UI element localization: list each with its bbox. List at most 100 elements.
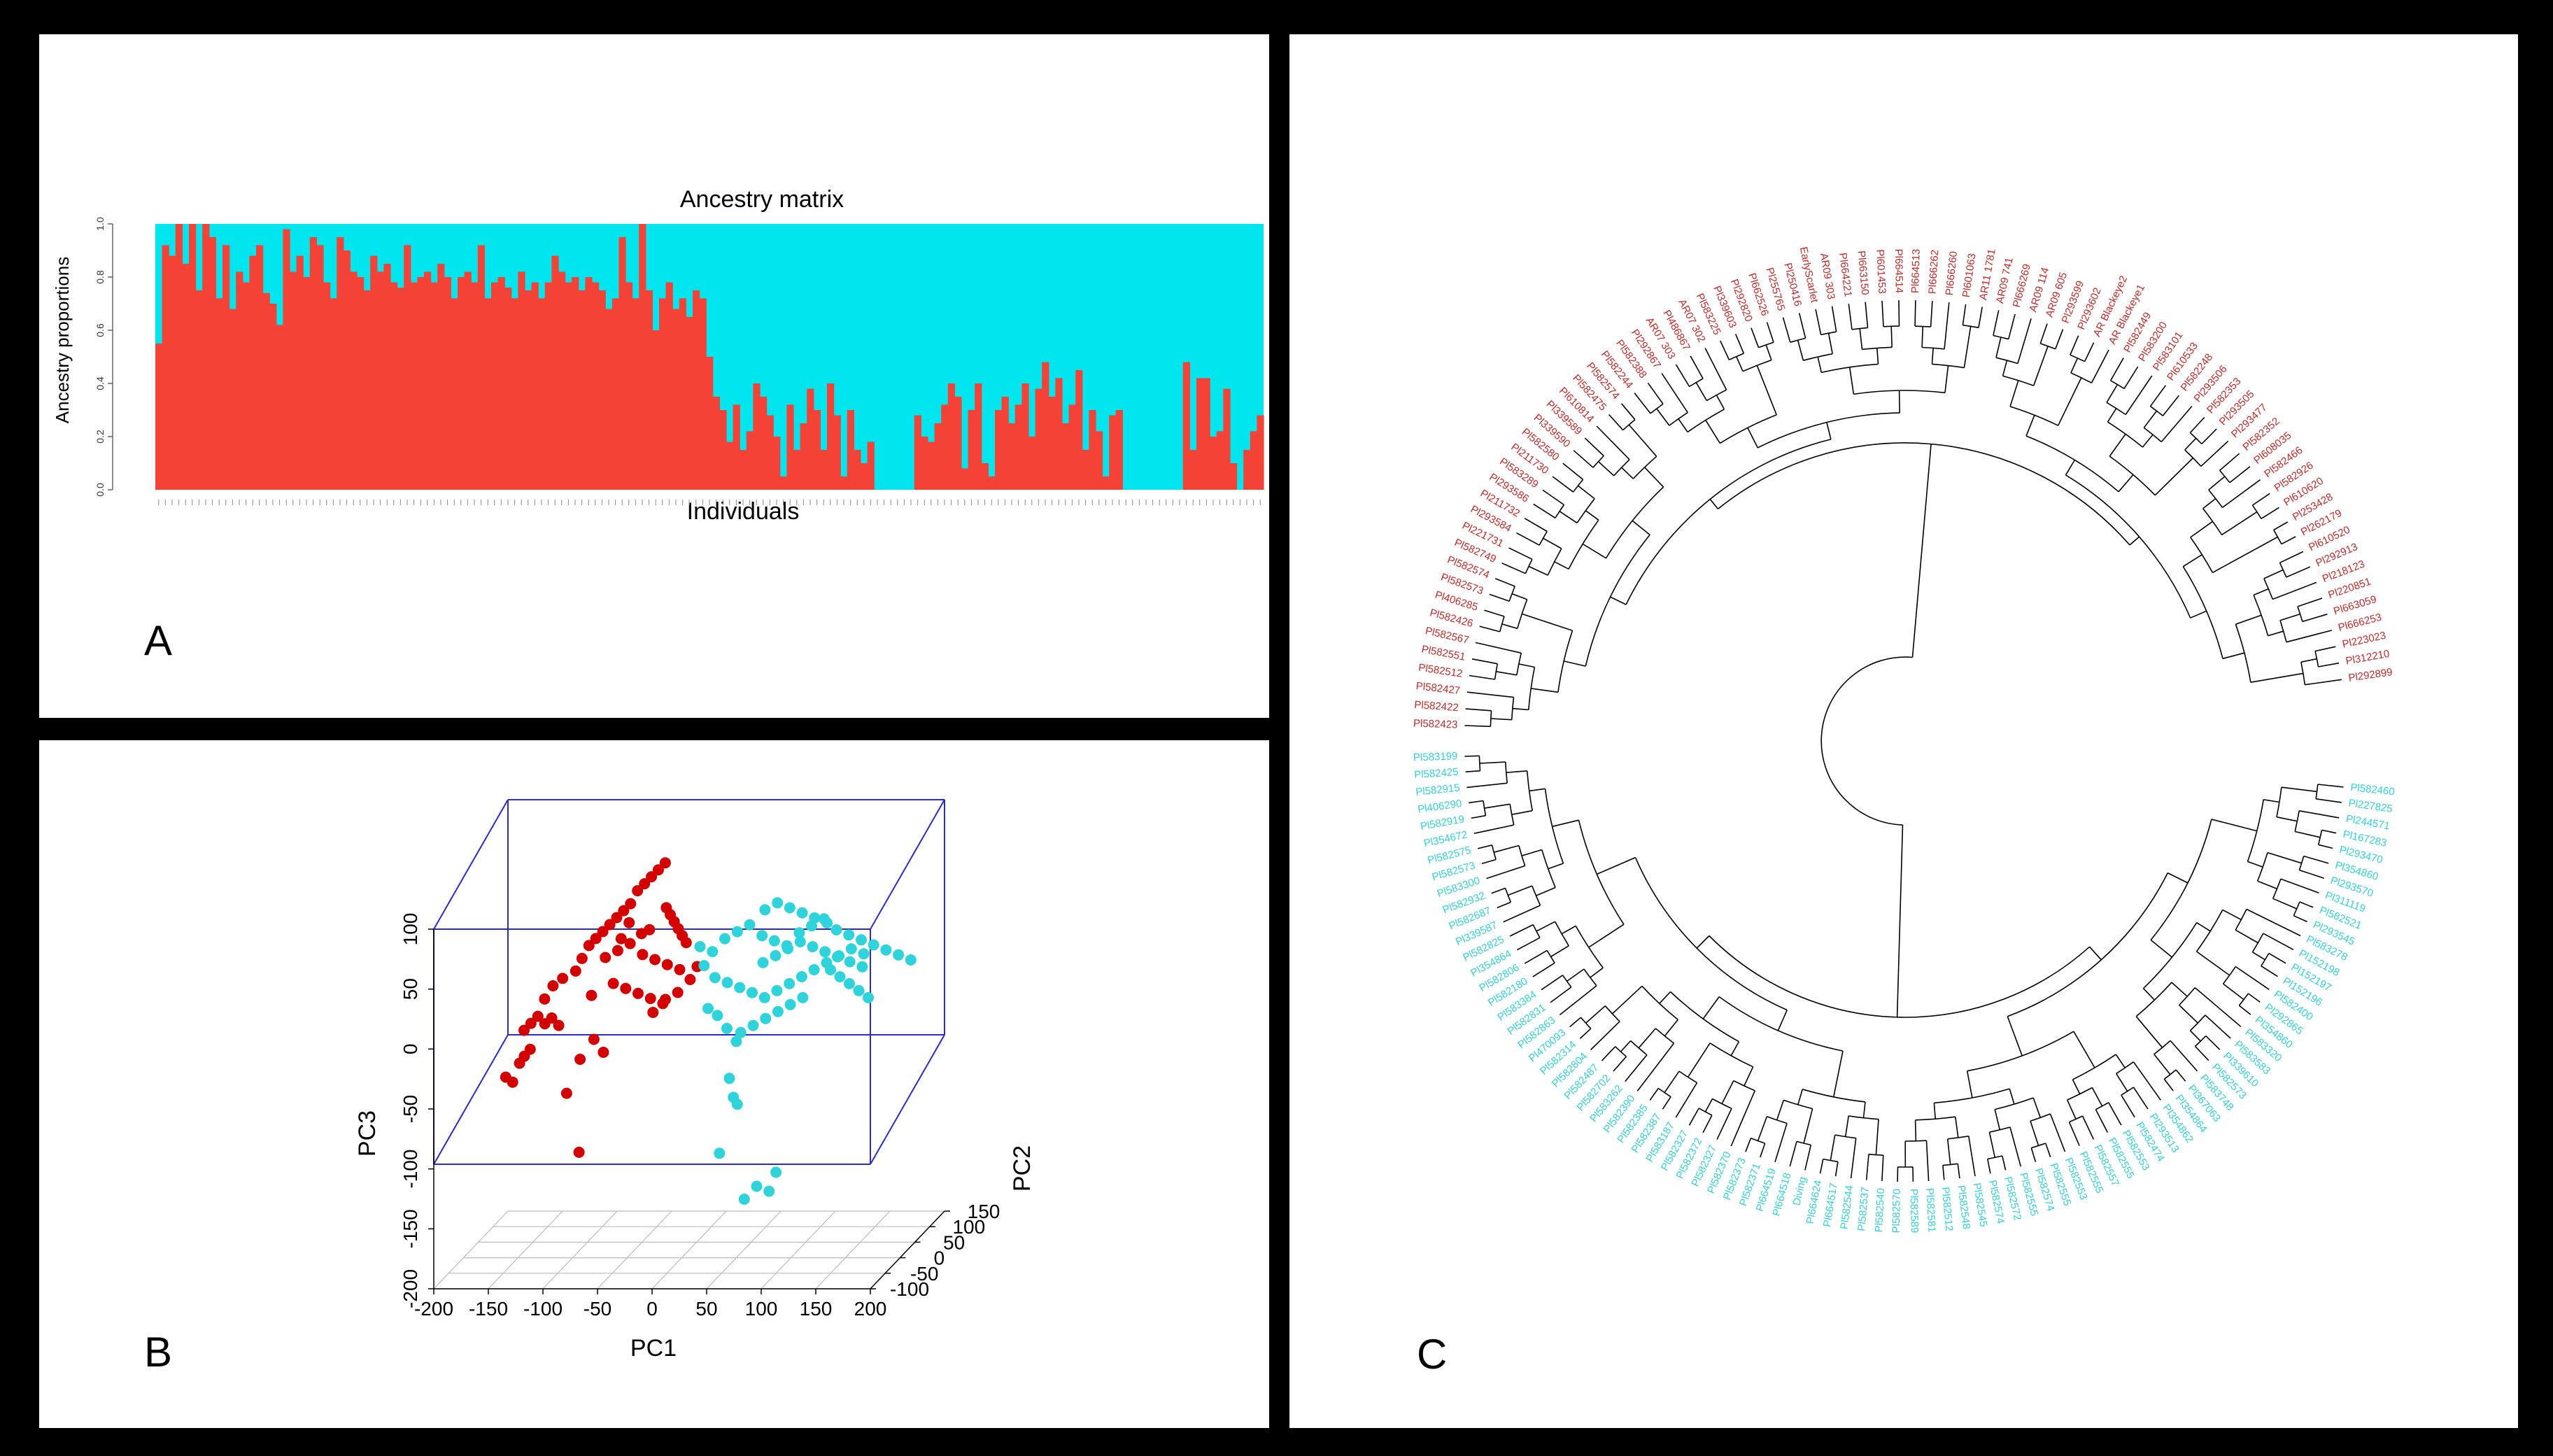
panel-label-c: C xyxy=(1417,1331,1448,1378)
branch xyxy=(2279,551,2304,564)
branch xyxy=(1798,313,1806,339)
bar-red xyxy=(229,309,236,490)
y-axis: 0.0 0.2 0.4 0.6 0.8 1.0 xyxy=(94,217,113,497)
bar-red xyxy=(975,383,982,490)
point-cyan xyxy=(763,1185,775,1197)
branch xyxy=(1503,905,1541,923)
point-cyan xyxy=(738,1194,750,1205)
bar-red xyxy=(1035,388,1042,490)
branch xyxy=(1955,1117,1959,1138)
bar-red xyxy=(242,282,250,490)
point-cyan xyxy=(844,977,855,989)
branch xyxy=(1833,1050,1844,1097)
branch xyxy=(1688,1108,1699,1126)
branch xyxy=(2195,1045,2209,1061)
bar-red xyxy=(706,357,714,490)
branch xyxy=(2032,346,2049,386)
bar-red xyxy=(672,309,680,490)
branch xyxy=(1501,623,1518,630)
leaf-label: Pl582548 xyxy=(1955,1185,1972,1230)
branch xyxy=(2252,493,2270,506)
branch xyxy=(1610,596,1627,605)
branch xyxy=(1529,788,1546,792)
branch-arc xyxy=(2235,909,2247,931)
branch xyxy=(1495,578,1515,587)
bar-red xyxy=(376,271,384,490)
bar-red xyxy=(518,271,525,490)
branch xyxy=(1730,1041,1740,1056)
branch xyxy=(2009,1126,2021,1167)
point-cyan xyxy=(731,926,743,938)
branch xyxy=(2002,360,2008,376)
point-red xyxy=(632,987,644,999)
bar-red xyxy=(175,224,183,490)
bar-red xyxy=(1008,423,1016,490)
branch xyxy=(1721,1080,1734,1104)
branch-arc xyxy=(1632,455,1657,479)
branch xyxy=(2030,1121,2039,1146)
branch xyxy=(1484,609,1505,617)
branch xyxy=(2170,1040,2198,1072)
branch xyxy=(1518,663,1535,668)
branch xyxy=(2293,915,2307,923)
branch xyxy=(1508,885,1533,896)
branch xyxy=(1804,1145,1812,1171)
point-cyan xyxy=(757,956,769,968)
branch xyxy=(1632,520,1650,536)
point-red xyxy=(604,919,616,931)
branch xyxy=(2110,358,2124,381)
point-red xyxy=(615,933,627,945)
branch xyxy=(1744,1066,1754,1087)
branch xyxy=(1508,547,1533,560)
branch-arc xyxy=(2317,830,2323,845)
bar-red xyxy=(1055,378,1063,490)
x-tick-label: 200 xyxy=(854,1298,887,1320)
branch xyxy=(1774,1123,1788,1163)
point-red xyxy=(625,898,637,910)
bar-red xyxy=(269,304,277,490)
branch xyxy=(2190,610,2207,619)
bar-red xyxy=(712,397,720,490)
branch-arc xyxy=(1490,710,1492,727)
point-red xyxy=(635,928,647,940)
branch xyxy=(1469,674,1495,680)
leaf-label: Pl406290 xyxy=(1417,798,1462,816)
branch-arc xyxy=(2251,504,2262,519)
bar-red xyxy=(827,383,835,490)
leaf-label: Pl664514 xyxy=(1893,249,1905,294)
branch xyxy=(2295,831,2321,838)
branch-arc xyxy=(1641,985,1678,1021)
bar-red xyxy=(988,476,996,490)
branch xyxy=(1490,718,1512,721)
bar-red xyxy=(786,404,794,490)
branch-arc xyxy=(2208,489,2223,508)
branch xyxy=(2247,861,2263,868)
branch xyxy=(1865,302,1869,328)
y-tick-label: 1.0 xyxy=(94,217,106,231)
point-cyan xyxy=(772,1005,784,1017)
point-cyan xyxy=(758,991,770,1003)
z-tick-label: -150 xyxy=(399,1209,421,1248)
branch xyxy=(2273,521,2289,531)
bar-red xyxy=(236,271,243,490)
point-cyan xyxy=(843,929,855,941)
branch-arc xyxy=(1509,804,1515,826)
branch xyxy=(1766,322,1774,343)
branch xyxy=(1834,1161,1839,1177)
point-cyan xyxy=(784,977,795,989)
bar-red xyxy=(1257,415,1264,490)
bar-red xyxy=(538,298,546,490)
y-tick-label: 0.2 xyxy=(94,430,106,444)
bar-red xyxy=(1182,362,1190,490)
bar-red xyxy=(1021,383,1029,490)
branch-arc xyxy=(2314,651,2319,667)
point-cyan xyxy=(734,982,746,994)
branch xyxy=(2154,457,2194,496)
branch xyxy=(2303,855,2329,864)
branch xyxy=(2194,987,2242,1027)
root-branch xyxy=(1911,444,1932,658)
grid-line xyxy=(815,1210,891,1289)
leaf-label: Pl582540 xyxy=(1873,1188,1887,1233)
branch xyxy=(2065,460,2076,476)
branch xyxy=(1876,348,1879,365)
